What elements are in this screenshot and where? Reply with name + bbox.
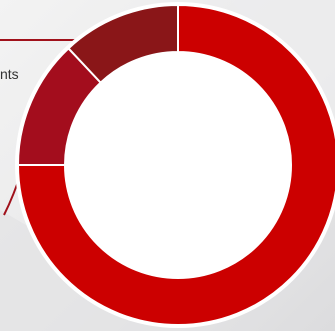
donut-hole	[65, 52, 291, 278]
callout-label: nts	[0, 66, 19, 82]
